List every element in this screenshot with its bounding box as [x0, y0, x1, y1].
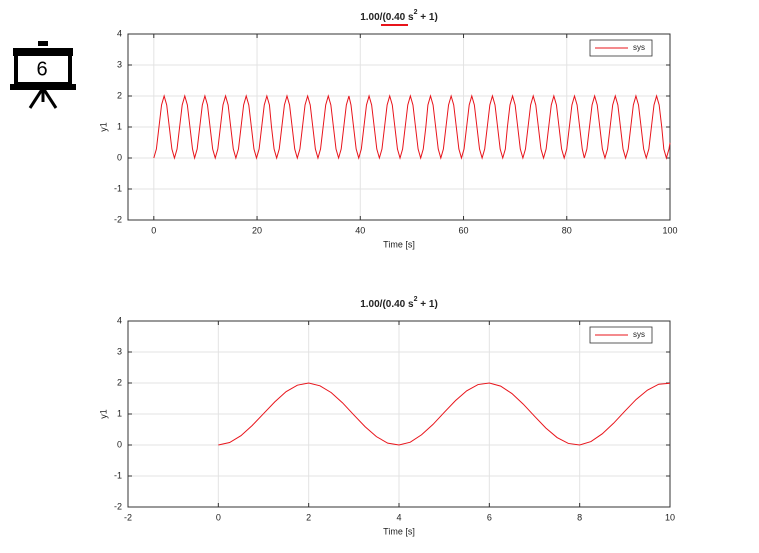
title-part: 2 — [414, 296, 418, 303]
y-tick-label: 0 — [117, 439, 122, 449]
y-tick-label: 0 — [117, 152, 122, 162]
y-tick-label: 4 — [117, 315, 122, 325]
x-tick-label: 40 — [355, 225, 365, 235]
legend-label: sys — [633, 43, 645, 52]
y-tick-label: 1 — [117, 121, 122, 131]
x-tick-label: 0 — [216, 512, 221, 522]
title-part: 1.00/(0.40 s — [360, 12, 414, 23]
y-tick-label: -2 — [114, 501, 122, 511]
y-tick-label: -1 — [114, 183, 122, 193]
y-tick-label: 1 — [117, 408, 122, 418]
icon-hook — [38, 41, 48, 46]
title-part: 1.00/(0.40 s — [360, 299, 414, 310]
slide-icon: 6 — [10, 41, 76, 109]
series-line — [153, 94, 671, 160]
axes-frame — [127, 320, 671, 508]
title-part: + 1) — [417, 12, 437, 23]
icon-leg — [41, 87, 58, 109]
y-axis-label: y1 — [98, 122, 108, 132]
x-tick-label: 60 — [459, 225, 469, 235]
x-tick-label: 10 — [665, 512, 675, 522]
x-tick-label: 0 — [151, 225, 156, 235]
series-line — [218, 382, 671, 446]
y-tick-label: 4 — [117, 28, 122, 38]
y-tick-label: 2 — [117, 377, 122, 387]
x-axis-label: Time [s] — [383, 239, 415, 249]
x-tick-label: 100 — [662, 225, 677, 235]
x-tick-label: -2 — [124, 512, 132, 522]
slide-number: 6 — [36, 58, 47, 80]
x-tick-label: 80 — [562, 225, 572, 235]
x-tick-label: 6 — [487, 512, 492, 522]
legend-label: sys — [633, 330, 645, 339]
y-axis-label: y1 — [98, 409, 108, 419]
chart-title: 1.00/(0.40 s2 + 1) — [360, 9, 438, 23]
y-tick-label: 3 — [117, 59, 122, 69]
title-part: + 1) — [417, 299, 437, 310]
x-tick-label: 8 — [577, 512, 582, 522]
icon-bottom-bar — [10, 84, 76, 90]
title-part: 2 — [414, 9, 418, 16]
y-tick-label: 2 — [117, 90, 122, 100]
y-tick-label: 3 — [117, 346, 122, 356]
y-tick-label: -1 — [114, 470, 122, 480]
x-tick-label: 20 — [252, 225, 262, 235]
chart-title: 1.00/(0.40 s2 + 1) — [360, 296, 438, 310]
x-tick-label: 4 — [396, 512, 401, 522]
x-axis-label: Time [s] — [383, 526, 415, 536]
x-tick-label: 2 — [306, 512, 311, 522]
icon-leg — [28, 87, 45, 109]
axes-frame — [127, 33, 671, 221]
y-tick-label: -2 — [114, 214, 122, 224]
